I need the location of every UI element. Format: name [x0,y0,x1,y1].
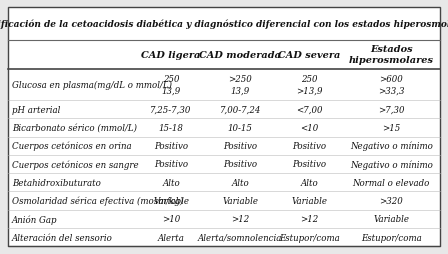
Text: Osmolaridad sérica efectiva (mosm/kg): Osmolaridad sérica efectiva (mosm/kg) [12,196,183,205]
Text: >7,30: >7,30 [378,105,405,114]
Text: CAD ligera: CAD ligera [142,51,201,60]
Text: CAD moderada: CAD moderada [199,51,281,60]
Text: Positivo: Positivo [223,142,257,151]
Text: pH arterial: pH arterial [12,105,60,114]
Text: Variable: Variable [373,215,409,224]
Text: 10-15: 10-15 [228,123,253,132]
Text: Negativo o mínimo: Negativo o mínimo [350,141,433,151]
Text: 250
>13,9: 250 >13,9 [296,75,323,95]
Text: Variable: Variable [222,196,258,205]
Text: Alteración del sensorio: Alteración del sensorio [12,233,112,242]
Text: >12: >12 [231,215,250,224]
Text: Normal o elevado: Normal o elevado [353,178,430,187]
Text: Alerta/somnolencia: Alerta/somnolencia [198,233,282,242]
Text: Negativo o mínimo: Negativo o mínimo [350,160,433,169]
Text: 7,00-7,24: 7,00-7,24 [220,105,261,114]
Text: Variable: Variable [153,196,189,205]
Text: Cuerpos cetónicos en orina: Cuerpos cetónicos en orina [12,141,131,151]
Text: Positivo: Positivo [292,142,326,151]
Text: Bicarbonato sérico (mmol/L): Bicarbonato sérico (mmol/L) [12,123,137,132]
Text: Alerta: Alerta [158,233,185,242]
Text: Clasificación de la cetoacidosis diabética y diagnóstico diferencial con los est: Clasificación de la cetoacidosis diabéti… [0,19,448,29]
Text: 7,25-7,30: 7,25-7,30 [151,105,192,114]
Text: Glucosa en plasma(mg/dL o mmol/L): Glucosa en plasma(mg/dL o mmol/L) [12,81,172,90]
Text: Alto: Alto [231,178,249,187]
Text: Betahidroxibuturato: Betahidroxibuturato [12,178,100,187]
Text: 15-18: 15-18 [159,123,184,132]
Text: <7,00: <7,00 [296,105,323,114]
Text: Cuerpos cetónicos en sangre: Cuerpos cetónicos en sangre [12,160,138,169]
Text: Positivo: Positivo [223,160,257,169]
Text: Alto: Alto [162,178,180,187]
Text: >12: >12 [300,215,319,224]
Text: Estupor/coma: Estupor/coma [279,233,340,242]
Text: >600
>33,3: >600 >33,3 [378,75,405,95]
Text: Estupor/coma: Estupor/coma [361,233,422,242]
Text: Estados
hiperosmolares: Estados hiperosmolares [349,45,434,65]
Text: >320: >320 [379,196,403,205]
Text: Positivo: Positivo [292,160,326,169]
Text: Alto: Alto [301,178,318,187]
Text: Variable: Variable [291,196,327,205]
Text: >10: >10 [162,215,180,224]
Text: Anión Gap: Anión Gap [12,214,57,224]
Text: 250
13,9: 250 13,9 [161,75,181,95]
Text: Positivo: Positivo [154,160,188,169]
Text: Positivo: Positivo [154,142,188,151]
Text: >15: >15 [382,123,401,132]
Text: >250
13,9: >250 13,9 [228,75,252,95]
Text: <10: <10 [300,123,319,132]
Text: CAD severa: CAD severa [278,51,340,60]
